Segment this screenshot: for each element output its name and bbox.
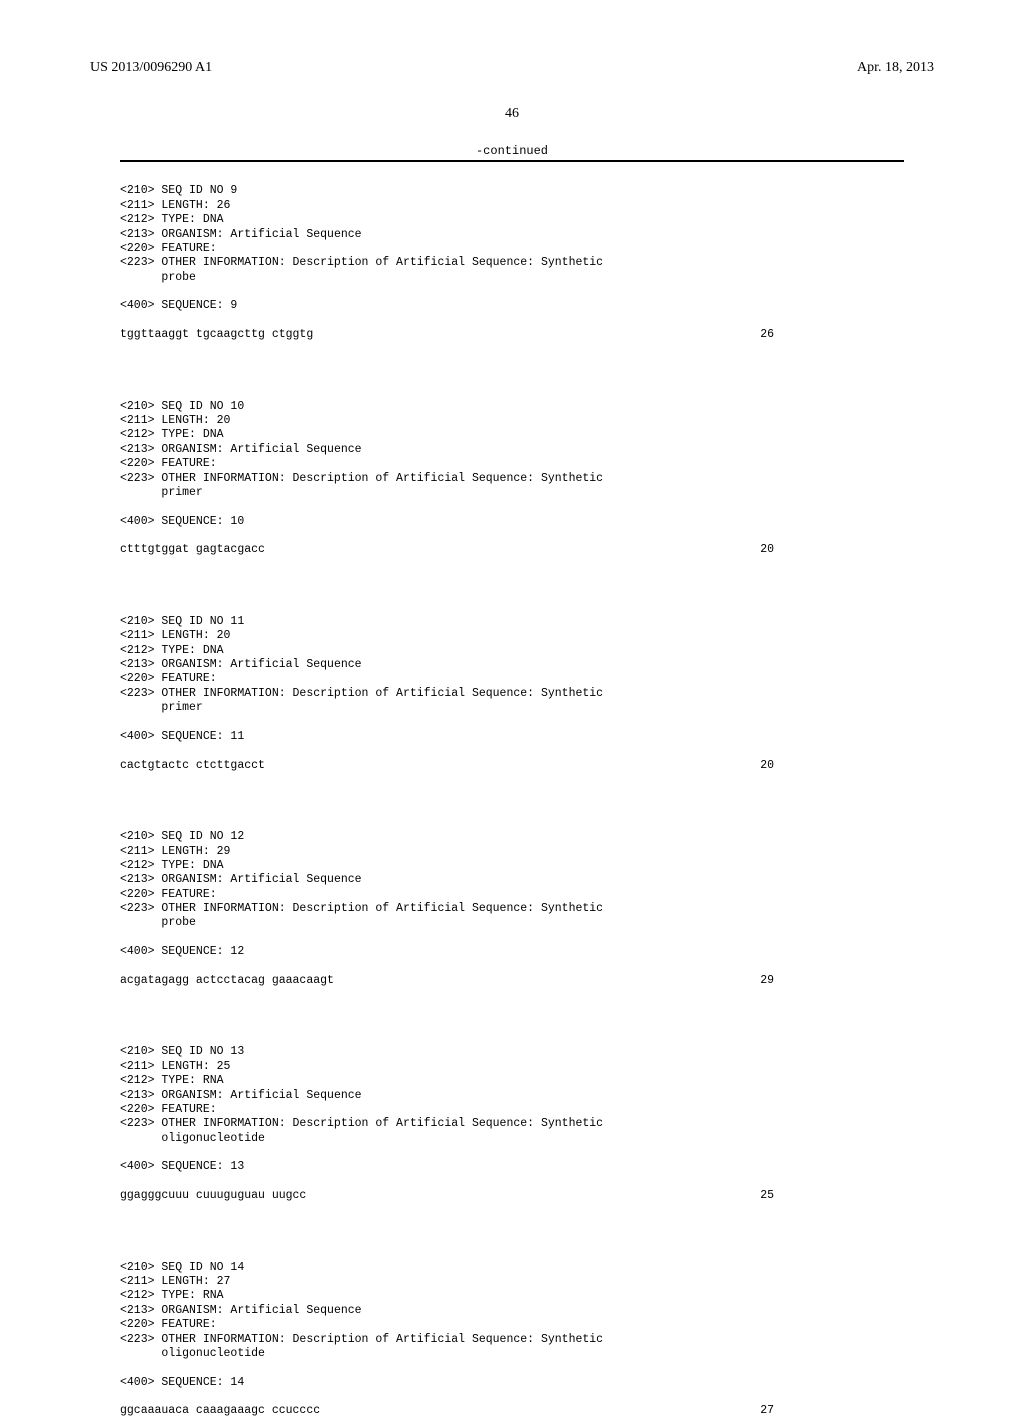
- length-line: <211> LENGTH: 20: [120, 414, 230, 427]
- sequence-text: cactgtactc ctcttgacct: [120, 759, 265, 773]
- other-info-line: <223> OTHER INFORMATION: Description of …: [120, 1333, 603, 1346]
- type-line: <212> TYPE: RNA: [120, 1289, 224, 1302]
- sequence-length: 27: [760, 1404, 904, 1418]
- organism-line: <213> ORGANISM: Artificial Sequence: [120, 1089, 362, 1102]
- sequence-text: ggagggcuuu cuuuguguau uugcc: [120, 1189, 306, 1203]
- sequence-header: <400> SEQUENCE: 13: [120, 1160, 244, 1173]
- sequence-header: <400> SEQUENCE: 11: [120, 730, 244, 743]
- sequence-length: 20: [760, 543, 904, 557]
- publication-date: Apr. 18, 2013: [857, 60, 934, 76]
- sequence-text: ggcaaauaca caaagaaagc ccucccc: [120, 1404, 320, 1418]
- other-info-line: <223> OTHER INFORMATION: Description of …: [120, 256, 603, 269]
- type-line: <212> TYPE: RNA: [120, 1074, 224, 1087]
- feature-line: <220> FEATURE:: [120, 242, 217, 255]
- seq-block-9: <210> SEQ ID NO 9 <211> LENGTH: 26 <212>…: [120, 184, 904, 357]
- length-line: <211> LENGTH: 20: [120, 629, 230, 642]
- organism-line: <213> ORGANISM: Artificial Sequence: [120, 228, 362, 241]
- sequence-row: acgatagagg actcctacag gaaacaagt 29: [120, 974, 904, 988]
- other-info-type: probe: [161, 916, 196, 929]
- page-container: US 2013/0096290 A1 Apr. 18, 2013 46 -con…: [0, 0, 1024, 1320]
- sequence-text: tggttaaggt tgcaagcttg ctggtg: [120, 328, 313, 342]
- other-info-type: oligonucleotide: [161, 1132, 265, 1145]
- organism-line: <213> ORGANISM: Artificial Sequence: [120, 873, 362, 886]
- continued-label: -continued: [90, 144, 934, 158]
- other-info-type: probe: [161, 271, 196, 284]
- sequence-text: acgatagagg actcctacag gaaacaagt: [120, 974, 334, 988]
- feature-line: <220> FEATURE:: [120, 888, 217, 901]
- seq-id-line: <210> SEQ ID NO 10: [120, 400, 244, 413]
- other-info-type: primer: [161, 486, 202, 499]
- sequence-header: <400> SEQUENCE: 12: [120, 945, 244, 958]
- type-line: <212> TYPE: DNA: [120, 428, 224, 441]
- sequence-row: ctttgtggat gagtacgacc 20: [120, 543, 904, 557]
- seq-block-11: <210> SEQ ID NO 11 <211> LENGTH: 20 <212…: [120, 601, 904, 788]
- seq-block-14: <210> SEQ ID NO 14 <211> LENGTH: 27 <212…: [120, 1246, 904, 1419]
- seq-id-line: <210> SEQ ID NO 13: [120, 1045, 244, 1058]
- organism-line: <213> ORGANISM: Artificial Sequence: [120, 658, 362, 671]
- length-line: <211> LENGTH: 26: [120, 199, 230, 212]
- other-info-type: primer: [161, 701, 202, 714]
- sequence-listing: <210> SEQ ID NO 9 <211> LENGTH: 26 <212>…: [120, 170, 904, 1419]
- length-line: <211> LENGTH: 29: [120, 845, 230, 858]
- feature-line: <220> FEATURE:: [120, 457, 217, 470]
- seq-id-line: <210> SEQ ID NO 11: [120, 615, 244, 628]
- organism-line: <213> ORGANISM: Artificial Sequence: [120, 1304, 362, 1317]
- page-header: US 2013/0096290 A1 Apr. 18, 2013: [90, 60, 934, 76]
- feature-line: <220> FEATURE:: [120, 672, 217, 685]
- sequence-row: tggttaaggt tgcaagcttg ctggtg 26: [120, 328, 904, 342]
- other-info-line: <223> OTHER INFORMATION: Description of …: [120, 687, 603, 700]
- seq-id-line: <210> SEQ ID NO 12: [120, 830, 244, 843]
- seq-block-12: <210> SEQ ID NO 12 <211> LENGTH: 29 <212…: [120, 816, 904, 1003]
- seq-id-line: <210> SEQ ID NO 9: [120, 184, 237, 197]
- sequence-length: 20: [760, 759, 904, 773]
- other-info-line: <223> OTHER INFORMATION: Description of …: [120, 1117, 603, 1130]
- feature-line: <220> FEATURE:: [120, 1103, 217, 1116]
- seq-block-10: <210> SEQ ID NO 10 <211> LENGTH: 20 <212…: [120, 385, 904, 572]
- sequence-length: 29: [760, 974, 904, 988]
- feature-line: <220> FEATURE:: [120, 1318, 217, 1331]
- seq-id-line: <210> SEQ ID NO 14: [120, 1261, 244, 1274]
- sequence-row: cactgtactc ctcttgacct 20: [120, 759, 904, 773]
- sequence-header: <400> SEQUENCE: 14: [120, 1376, 244, 1389]
- length-line: <211> LENGTH: 27: [120, 1275, 230, 1288]
- other-info-type: oligonucleotide: [161, 1347, 265, 1360]
- other-info-line: <223> OTHER INFORMATION: Description of …: [120, 902, 603, 915]
- sequence-row: ggagggcuuu cuuuguguau uugcc 25: [120, 1189, 904, 1203]
- sequence-length: 25: [760, 1189, 904, 1203]
- sequence-header: <400> SEQUENCE: 9: [120, 299, 237, 312]
- organism-line: <213> ORGANISM: Artificial Sequence: [120, 443, 362, 456]
- sequence-header: <400> SEQUENCE: 10: [120, 515, 244, 528]
- type-line: <212> TYPE: DNA: [120, 644, 224, 657]
- page-number: 46: [90, 106, 934, 122]
- sequence-length: 26: [760, 328, 904, 342]
- length-line: <211> LENGTH: 25: [120, 1060, 230, 1073]
- type-line: <212> TYPE: DNA: [120, 859, 224, 872]
- sequence-row: ggcaaauaca caaagaaagc ccucccc 27: [120, 1404, 904, 1418]
- horizontal-rule: [120, 160, 904, 162]
- sequence-text: ctttgtggat gagtacgacc: [120, 543, 265, 557]
- seq-block-13: <210> SEQ ID NO 13 <211> LENGTH: 25 <212…: [120, 1031, 904, 1218]
- type-line: <212> TYPE: DNA: [120, 213, 224, 226]
- other-info-line: <223> OTHER INFORMATION: Description of …: [120, 472, 603, 485]
- publication-number: US 2013/0096290 A1: [90, 60, 212, 76]
